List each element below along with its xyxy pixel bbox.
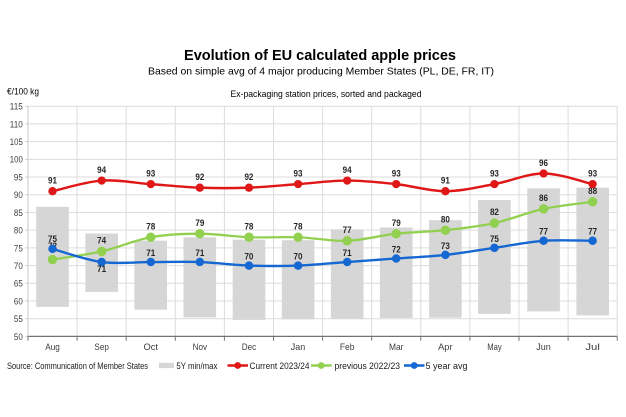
svg-text:93: 93: [588, 169, 597, 180]
svg-text:70: 70: [244, 251, 253, 262]
svg-text:Current 2023/24: Current 2023/24: [250, 361, 310, 372]
svg-text:91: 91: [48, 176, 58, 187]
svg-text:previous 2022/23: previous 2022/23: [335, 361, 401, 372]
svg-text:70: 70: [294, 251, 303, 262]
svg-text:82: 82: [490, 207, 499, 218]
svg-text:Ex-packaging station prices, s: Ex-packaging station prices, sorted and …: [231, 89, 422, 100]
svg-text:95: 95: [14, 172, 23, 183]
svg-text:Based on simple avg of 4 major: Based on simple avg of 4 major producing…: [148, 66, 494, 78]
svg-text:78: 78: [294, 221, 303, 232]
svg-text:May: May: [487, 342, 502, 353]
svg-text:65: 65: [14, 279, 23, 290]
svg-text:80: 80: [14, 226, 23, 237]
svg-text:77: 77: [539, 227, 548, 238]
svg-text:71: 71: [97, 264, 107, 275]
svg-text:85: 85: [14, 208, 23, 219]
svg-text:93: 93: [392, 169, 401, 180]
svg-text:77: 77: [588, 227, 597, 238]
svg-text:Mar: Mar: [389, 342, 404, 353]
svg-text:90: 90: [14, 190, 23, 201]
svg-text:73: 73: [441, 241, 450, 252]
svg-text:71: 71: [146, 248, 156, 259]
svg-text:115: 115: [10, 102, 23, 113]
svg-text:88: 88: [588, 186, 597, 197]
svg-text:5Y min/max: 5Y min/max: [176, 361, 217, 372]
svg-text:91: 91: [441, 176, 451, 187]
svg-text:75: 75: [48, 234, 58, 245]
svg-text:71: 71: [195, 248, 205, 259]
svg-text:80: 80: [441, 214, 450, 225]
svg-text:Evolution of EU calculated app: Evolution of EU calculated apple prices: [184, 47, 456, 64]
svg-text:70: 70: [14, 261, 23, 272]
svg-text:Feb: Feb: [340, 342, 355, 353]
svg-text:110: 110: [10, 119, 23, 130]
svg-text:79: 79: [392, 218, 401, 229]
svg-text:Jun: Jun: [536, 342, 551, 353]
svg-text:79: 79: [195, 218, 204, 229]
svg-text:Sep: Sep: [94, 342, 109, 353]
svg-text:86: 86: [539, 193, 548, 204]
svg-text:71: 71: [343, 248, 353, 259]
svg-text:75: 75: [490, 234, 500, 245]
svg-text:Jul: Jul: [585, 342, 600, 353]
svg-text:96: 96: [539, 158, 548, 169]
svg-text:78: 78: [244, 221, 253, 232]
svg-text:75: 75: [14, 243, 23, 254]
svg-text:94: 94: [343, 165, 353, 176]
svg-text:Aug: Aug: [45, 342, 60, 353]
svg-text:55: 55: [14, 314, 23, 325]
svg-text:50: 50: [14, 332, 23, 343]
svg-text:100: 100: [10, 155, 23, 166]
svg-text:93: 93: [294, 169, 303, 180]
svg-text:Nov: Nov: [193, 342, 208, 353]
svg-text:Dec: Dec: [242, 342, 257, 353]
svg-text:Jan: Jan: [291, 342, 306, 353]
svg-text:77: 77: [343, 225, 352, 236]
svg-text:60: 60: [14, 296, 23, 307]
svg-text:78: 78: [146, 221, 155, 232]
svg-text:93: 93: [490, 169, 499, 180]
svg-text:72: 72: [392, 244, 401, 255]
svg-text:Apr: Apr: [438, 342, 453, 353]
svg-text:92: 92: [195, 172, 204, 183]
svg-text:74: 74: [97, 236, 107, 247]
svg-text:105: 105: [10, 137, 23, 148]
svg-text:94: 94: [97, 165, 107, 176]
svg-text:92: 92: [244, 172, 253, 183]
svg-text:Source: Communication of Membe: Source: Communication of Member States: [7, 361, 148, 372]
svg-text:93: 93: [146, 169, 155, 180]
svg-text:€/100 kg: €/100 kg: [7, 86, 39, 97]
svg-text:5 year avg: 5 year avg: [426, 361, 468, 372]
svg-text:Oct: Oct: [144, 342, 159, 353]
